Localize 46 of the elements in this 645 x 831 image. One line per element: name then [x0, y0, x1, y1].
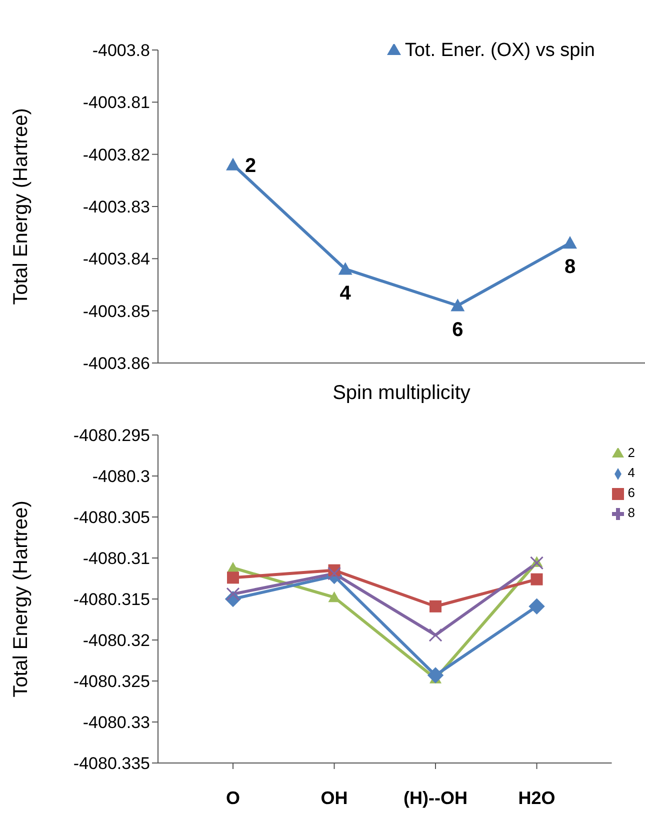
- y-tick-label: -4080.295: [73, 426, 150, 446]
- point: [528, 598, 545, 614]
- y-tick-label: -4003.82: [82, 145, 150, 164]
- legend-label: 8: [628, 505, 635, 520]
- point: [430, 600, 442, 612]
- point: [328, 591, 340, 602]
- y-tick-label: -4080.325: [73, 672, 150, 692]
- point: [428, 628, 442, 642]
- annotation: 8: [564, 256, 576, 278]
- x-tick-label: O: [226, 788, 240, 808]
- x-tick-label: H2O: [518, 788, 556, 808]
- y-tick-label: -4080.335: [73, 754, 150, 774]
- y-tick-label: -4080.33: [82, 713, 150, 732]
- legend-label: 6: [628, 485, 635, 500]
- y-tick-label: -4080.32: [82, 631, 150, 650]
- x-tick-label: OH: [320, 788, 348, 808]
- point: [530, 573, 543, 586]
- legend-label: 2: [628, 445, 635, 460]
- legend-label: 4: [628, 465, 635, 480]
- point: [226, 158, 240, 170]
- point: [227, 572, 239, 584]
- y-axis-title: Total Energy (Hartree): [10, 500, 32, 698]
- y-tick-label: -4003.84: [82, 250, 150, 269]
- point: [450, 298, 465, 312]
- point: [338, 262, 352, 275]
- x-tick-label: (H)--OH: [404, 788, 468, 808]
- point: [328, 566, 342, 580]
- y-tick-label: -4003.85: [82, 302, 150, 321]
- y-tick-label: -4080.31: [82, 549, 150, 568]
- y-tick-label: -4080.315: [73, 590, 150, 610]
- y-axis-title: Total Energy (Hartree): [10, 108, 32, 305]
- point: [563, 236, 577, 249]
- annotation: 2: [245, 154, 256, 177]
- point: [530, 556, 544, 570]
- point: [427, 667, 444, 684]
- x-axis-title: Spin multiplicity: [332, 382, 470, 404]
- y-tick-label: -4003.83: [82, 198, 150, 217]
- legend-label: Tot. Ener. (OX) vs spin: [404, 40, 595, 61]
- annotation: 4: [340, 282, 352, 304]
- y-tick-label: -4080.3: [92, 467, 150, 486]
- point: [226, 587, 240, 601]
- y-tick-label: -4003.81: [82, 93, 150, 112]
- y-tick-label: -4003.86: [82, 354, 150, 374]
- y-tick-label: -4003.8: [92, 41, 150, 60]
- y-tick-label: -4080.305: [73, 508, 150, 528]
- annotation: 6: [452, 318, 464, 341]
